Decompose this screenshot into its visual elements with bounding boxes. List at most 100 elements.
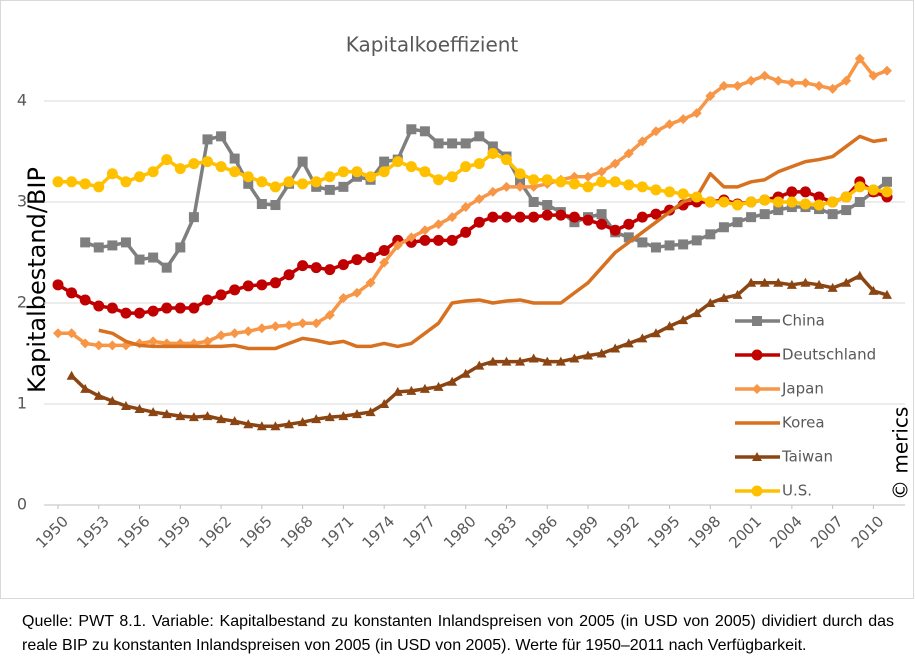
data-point — [500, 154, 512, 166]
chart-title: Kapitalkoeffizient — [346, 33, 519, 57]
data-point — [297, 417, 308, 427]
data-point — [175, 411, 186, 421]
data-point — [841, 75, 852, 86]
data-point — [201, 294, 213, 306]
data-point — [447, 212, 458, 223]
data-point — [338, 181, 349, 192]
data-point — [351, 166, 363, 178]
data-point — [311, 414, 322, 424]
data-point — [474, 360, 485, 370]
data-point — [188, 302, 200, 314]
data-point — [379, 399, 390, 408]
data-point — [636, 181, 648, 193]
data-point — [269, 277, 281, 289]
data-point — [555, 176, 567, 188]
data-point — [107, 340, 118, 351]
data-point — [66, 287, 78, 299]
data-point — [460, 226, 472, 238]
data-point — [66, 176, 78, 188]
data-point — [297, 260, 309, 272]
data-point — [148, 336, 159, 347]
data-point — [80, 383, 91, 393]
data-point — [365, 407, 376, 417]
data-point — [691, 191, 703, 203]
data-point — [487, 186, 498, 197]
data-point — [515, 176, 526, 187]
data-point — [623, 232, 634, 243]
data-point — [542, 356, 553, 366]
data-point — [106, 168, 118, 180]
data-point — [759, 277, 770, 287]
data-point — [460, 368, 471, 378]
data-point — [583, 350, 594, 360]
data-point — [66, 328, 77, 339]
data-point — [338, 411, 349, 421]
data-point — [419, 166, 431, 178]
data-point — [256, 421, 267, 431]
data-point — [66, 370, 77, 380]
data-point — [501, 356, 512, 366]
legend-marker — [752, 316, 762, 326]
data-point — [746, 75, 757, 86]
data-point — [746, 277, 757, 287]
data-point — [487, 356, 498, 366]
data-point — [80, 338, 91, 349]
data-point — [786, 196, 798, 208]
data-point — [270, 200, 281, 211]
data-point — [324, 310, 335, 321]
data-point — [664, 186, 676, 198]
data-point — [841, 277, 852, 287]
data-point — [120, 307, 132, 319]
data-point — [446, 234, 458, 246]
legend-label: Taiwan — [781, 448, 833, 466]
data-point — [636, 211, 648, 223]
data-point — [351, 409, 362, 419]
data-point — [161, 154, 173, 166]
data-point — [582, 214, 594, 226]
data-point — [732, 199, 744, 211]
data-point — [93, 390, 104, 400]
data-point — [677, 188, 689, 200]
data-point — [134, 307, 146, 319]
data-point — [555, 356, 566, 366]
data-point — [175, 242, 186, 253]
data-point — [596, 209, 607, 220]
data-point — [447, 138, 458, 149]
data-point — [107, 240, 118, 251]
data-point — [324, 264, 336, 276]
data-point — [474, 193, 485, 204]
data-point — [541, 174, 553, 186]
data-point — [202, 411, 213, 421]
data-point — [474, 131, 485, 142]
data-point — [351, 287, 362, 298]
legend-label: Japan — [781, 380, 824, 398]
data-point — [718, 80, 729, 91]
data-point — [569, 353, 580, 363]
data-point — [500, 211, 512, 223]
data-point — [650, 328, 661, 338]
legend-label: Deutschland — [782, 346, 876, 364]
data-point — [297, 156, 308, 167]
data-point — [882, 289, 892, 299]
data-point — [161, 302, 173, 314]
data-point — [406, 232, 417, 243]
y-tick-label: 3 — [17, 192, 27, 211]
data-point — [568, 211, 580, 223]
data-point — [596, 166, 607, 177]
chart-border — [0, 0, 914, 599]
data-point — [542, 200, 553, 211]
data-point — [134, 404, 145, 414]
data-point — [596, 176, 608, 188]
data-point — [351, 254, 363, 266]
data-point — [799, 198, 811, 210]
data-point — [229, 416, 240, 426]
legend-label: Korea — [782, 414, 825, 432]
data-point — [433, 138, 444, 149]
data-point — [93, 340, 104, 351]
y-tick-label: 1 — [17, 394, 27, 413]
data-point — [229, 153, 240, 164]
data-point — [718, 222, 729, 233]
data-point — [664, 240, 675, 251]
data-point — [568, 178, 580, 190]
